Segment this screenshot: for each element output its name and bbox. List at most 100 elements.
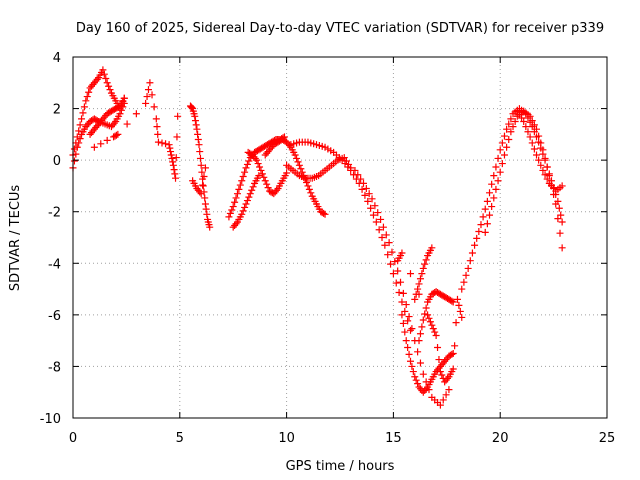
data-point-scatter-q: [432, 331, 440, 339]
y-tick-label: 4: [53, 51, 61, 66]
data-point-arc-r: [483, 197, 491, 205]
data-point-arc-s: [543, 163, 551, 171]
data-point-arc-g: [238, 177, 246, 185]
data-point-arc-g: [232, 194, 240, 202]
data-point-arc-s: [496, 168, 504, 176]
data-point-arc-m: [394, 267, 402, 275]
data-point-arc-t: [541, 171, 549, 179]
data-point-arc-s: [486, 211, 494, 219]
data-point-arc-o: [419, 316, 427, 324]
data-point-arc-l: [395, 289, 403, 297]
data-point-arc-m: [362, 185, 370, 193]
data-point-arc-s: [509, 123, 517, 131]
data-point-scatter-q: [455, 301, 463, 309]
y-tick-label: -8: [48, 360, 61, 375]
data-point-arc-r: [558, 218, 566, 226]
data-point-scatter-d: [144, 86, 152, 94]
data-point-arc-e: [188, 104, 196, 112]
data-point-arc-s: [554, 215, 562, 223]
data-point-arc-b: [93, 75, 101, 83]
data-point-scatter-q: [431, 328, 439, 336]
data-point-scatter-q: [458, 313, 466, 321]
data-point-scatter-d: [97, 140, 105, 148]
data-point-arc-s: [533, 125, 541, 133]
data-point-arc-o: [418, 323, 426, 331]
data-point-arc-f: [199, 181, 207, 189]
data-point-arc-i: [263, 180, 271, 188]
data-point-scatter-d: [169, 161, 177, 169]
data-point-arc-n: [408, 362, 416, 370]
data-point-arc-s: [498, 160, 506, 168]
data-point-arc-m: [442, 391, 450, 399]
y-tick-label: 2: [53, 103, 61, 118]
data-point-arc-n: [449, 350, 457, 358]
data-point-scatter-q: [451, 342, 459, 350]
data-point-scatter-d: [150, 103, 158, 111]
data-point-arc-r: [471, 241, 479, 249]
x-tick-label: 0: [69, 431, 77, 446]
data-point-arc-j: [307, 189, 315, 197]
data-point-arc-r: [460, 278, 468, 286]
data-point-arc-f: [196, 188, 204, 196]
data-point-arc-r: [498, 139, 506, 147]
data-point-arc-h: [246, 190, 254, 198]
data-point-arc-n: [404, 344, 412, 352]
data-point-arc-l: [398, 298, 406, 306]
data-point-arc-j: [303, 178, 311, 186]
data-point-arc-r: [477, 221, 485, 229]
data-point-arc-b: [83, 93, 91, 101]
data-point-arc-b: [99, 66, 107, 74]
data-point-arc-s: [528, 117, 536, 125]
data-point-arc-t: [537, 161, 545, 169]
data-point-scatter-d: [167, 151, 175, 159]
data-point-arc-l: [378, 234, 386, 241]
data-point-scatter-d: [146, 79, 154, 87]
data-point-arc-l: [364, 197, 372, 205]
data-point-arc-s: [505, 136, 513, 144]
data-point-arc-n: [422, 385, 430, 393]
plot-frame: [72, 56, 608, 419]
data-point-arc-g: [239, 172, 247, 180]
data-point-scatter-d: [170, 166, 178, 174]
data-point-arc-o: [422, 304, 430, 312]
data-point-arc-i: [254, 160, 262, 168]
data-point-arc-b: [85, 88, 93, 96]
data-point-arc-m: [379, 223, 387, 231]
data-point-arc-r: [555, 204, 563, 212]
data-point-arc-s: [526, 112, 534, 120]
data-point-arc-i: [257, 166, 265, 174]
data-point-arc-b: [82, 97, 90, 105]
data-point-scatter-q: [444, 374, 452, 382]
data-point-scatter-q: [435, 356, 443, 364]
data-point-arc-h: [249, 183, 257, 191]
data-point-arc-e: [196, 154, 204, 162]
data-point-arc-g: [233, 190, 241, 198]
data-point-scatter-q: [452, 319, 460, 327]
data-point-arc-j: [291, 151, 299, 159]
data-point-arc-i: [261, 177, 269, 185]
data-point-arc-j: [285, 142, 293, 150]
data-point-scatter-q: [434, 344, 442, 352]
data-point-arc-s: [507, 128, 515, 136]
data-point-arc-m: [354, 171, 362, 179]
data-point-arc-b: [80, 103, 88, 111]
data-point-arc-o: [415, 337, 423, 345]
data-point-arc-l: [369, 211, 377, 219]
data-point-arc-j: [293, 154, 301, 162]
data-point-scatter-d: [148, 91, 156, 99]
data-point-arc-e: [203, 210, 211, 218]
data-point-arc-t: [524, 128, 532, 136]
data-point-arc-n: [409, 368, 417, 376]
data-point-arc-h: [232, 220, 240, 228]
data-point-arc-h: [239, 207, 247, 215]
axis-ticks: 0 5 10 15 20 25 -10 -8 -6 -4 -2 0 2 4: [40, 51, 616, 446]
data-point-scatter-d: [174, 112, 182, 120]
data-point-arc-m: [374, 209, 382, 217]
y-tick-label: -6: [48, 309, 61, 324]
data-point-arc-r: [492, 163, 500, 171]
data-point-scatter-d: [171, 170, 179, 178]
data-point-arc-t: [535, 156, 543, 164]
data-point-arc-m: [399, 289, 407, 297]
data-point-arc-e: [199, 182, 207, 190]
